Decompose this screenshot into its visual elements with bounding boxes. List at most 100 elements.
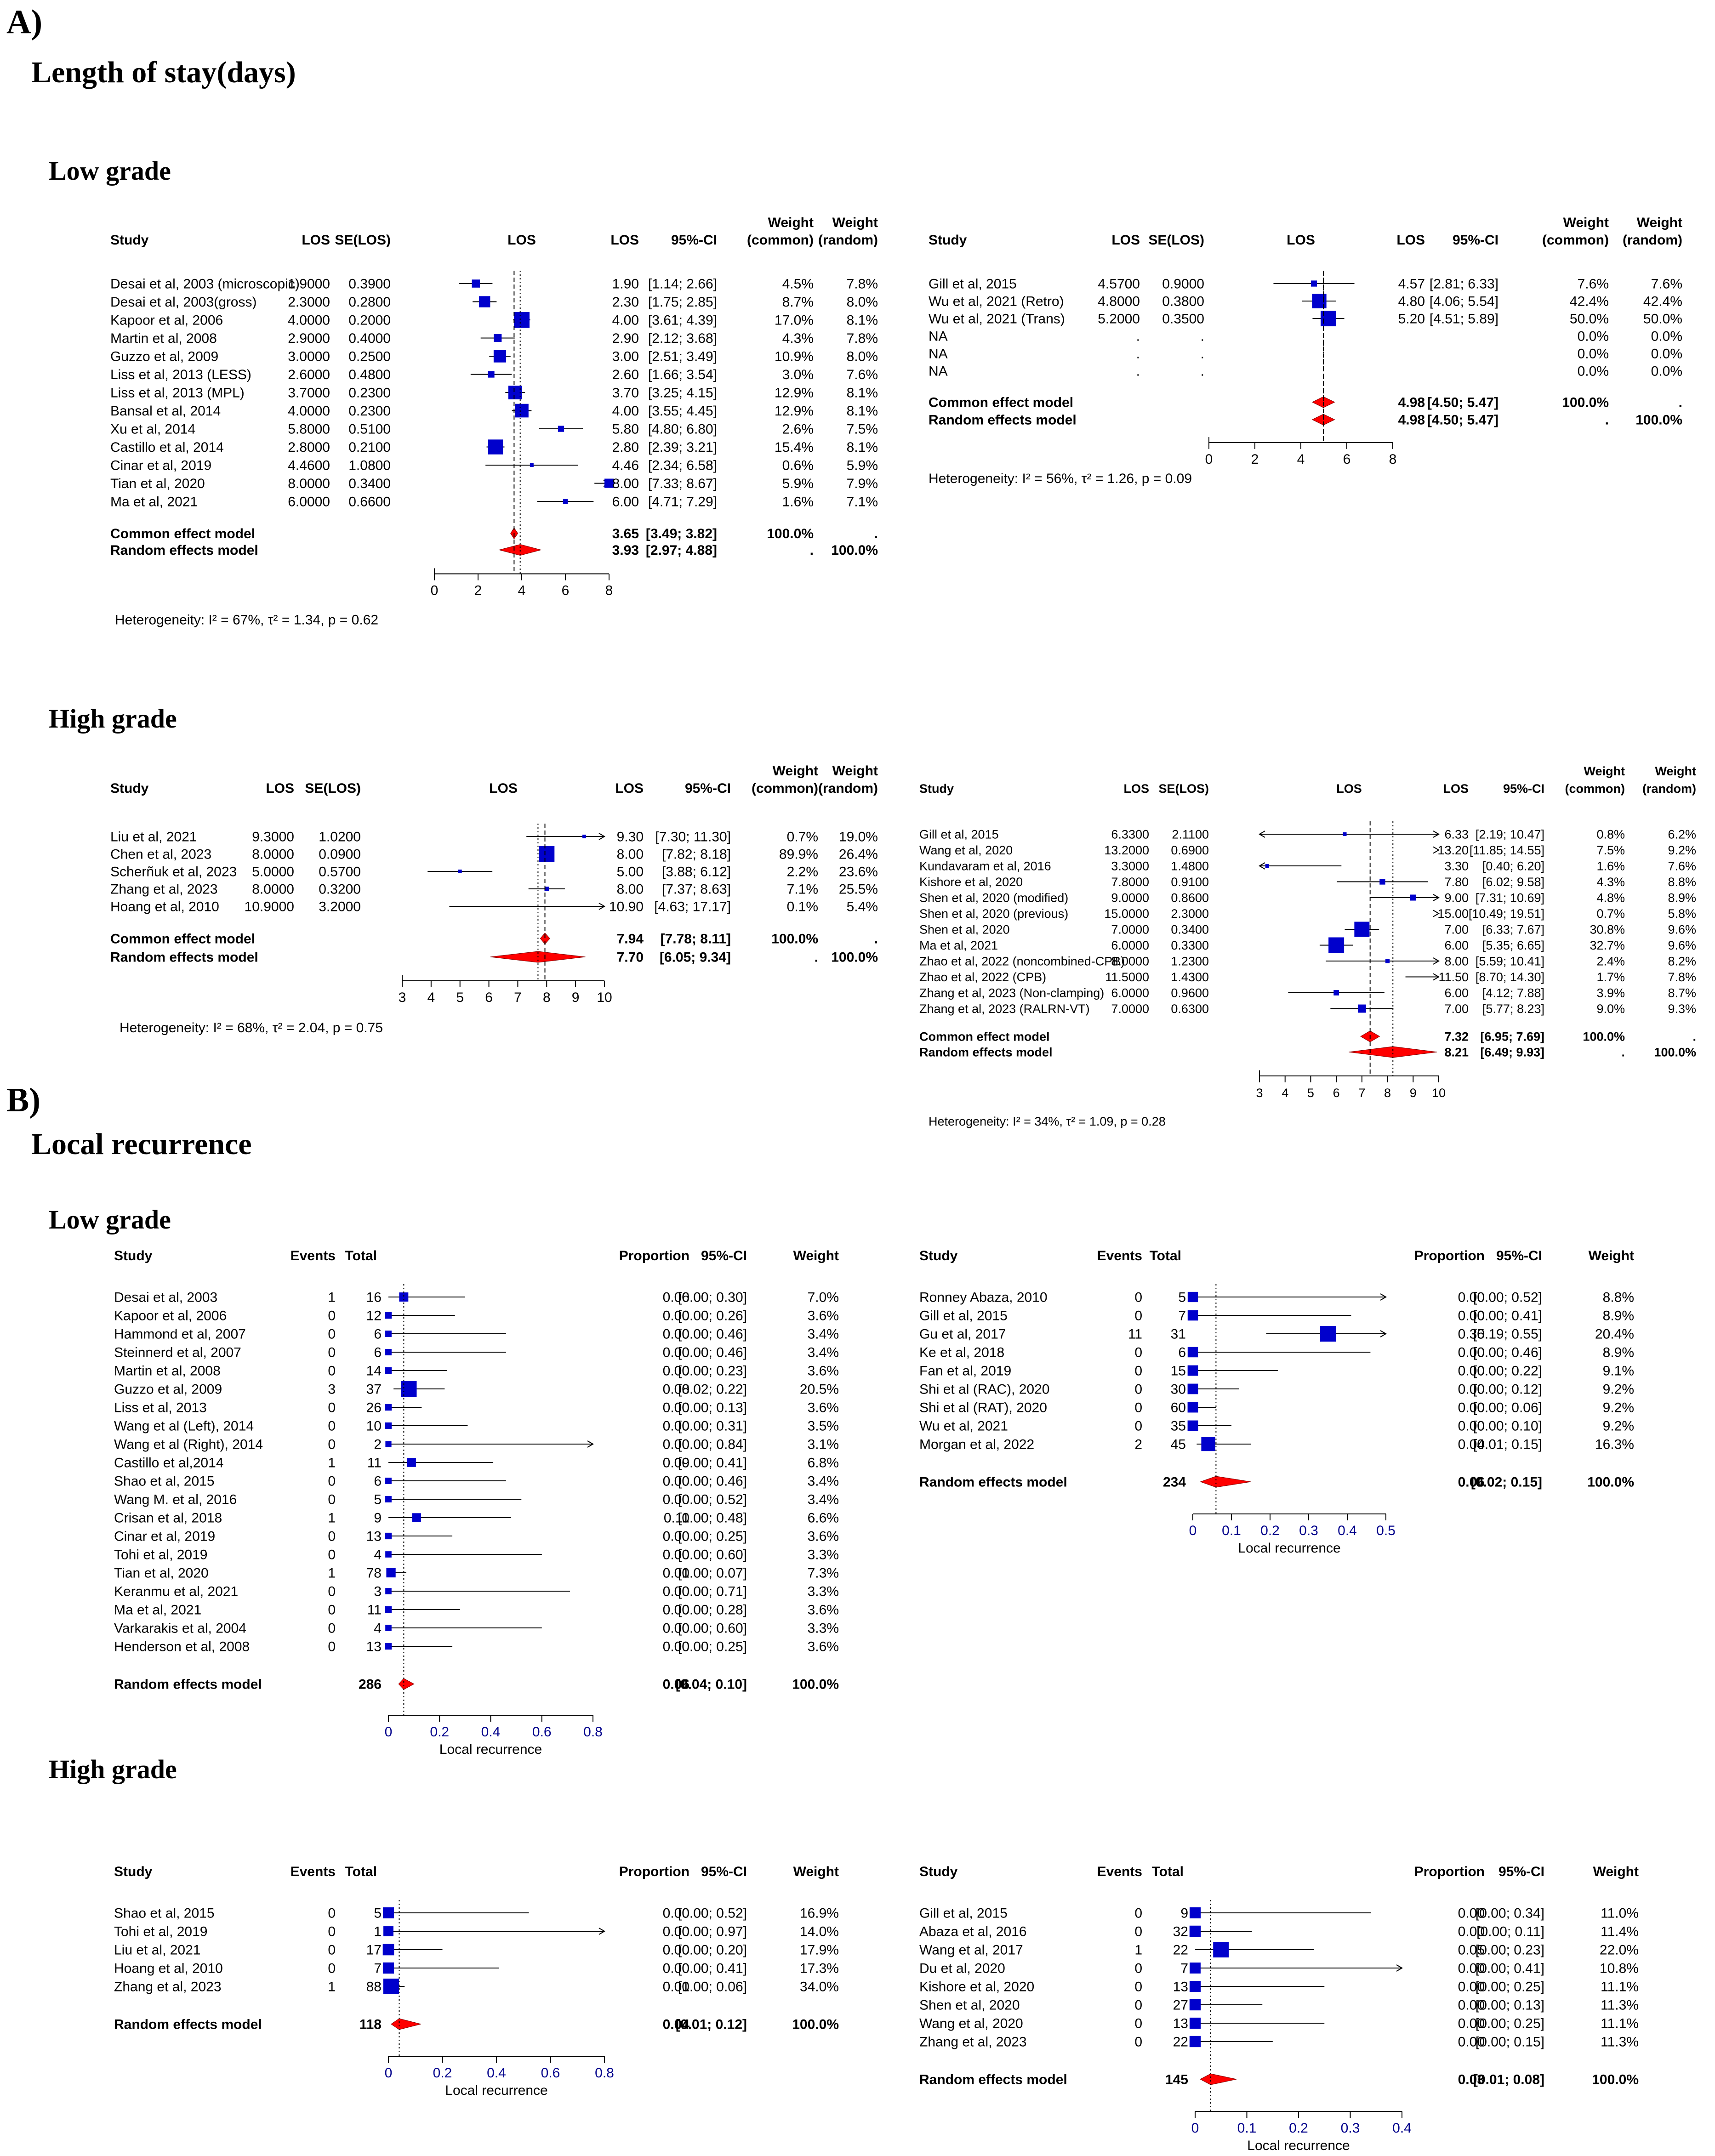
header-col2: Total <box>1152 1864 1184 1879</box>
study-weight-random: 7.9% <box>847 476 878 491</box>
model-name: Common effect model <box>929 395 1073 410</box>
study-square <box>1187 1402 1198 1413</box>
x-tick-label: 6 <box>1343 452 1351 467</box>
study-col1: 4.0000 <box>288 404 330 419</box>
header-col1: Events <box>1097 1248 1142 1263</box>
study-col2: 0.4800 <box>348 367 391 382</box>
x-axis-label: Local recurrence <box>1247 2138 1350 2153</box>
study-ci: [0.00; 0.11] <box>1476 1924 1544 1940</box>
study-name: Shao et al, 2015 <box>114 1906 215 1921</box>
model-diamond <box>498 544 542 556</box>
header-effect: Proportion <box>619 1864 689 1879</box>
study-weight-common: 89.9% <box>779 847 818 862</box>
x-tick-label: 4 <box>1297 452 1305 467</box>
study-weight: 11.4% <box>1601 1924 1639 1940</box>
study-col2: 22 <box>1173 1943 1188 1958</box>
study-square <box>488 371 495 378</box>
header-ci: 95%-CI <box>1453 233 1498 248</box>
study-effect: 0.00 <box>1458 1382 1485 1397</box>
study-ci: [0.00; 0.23] <box>678 1364 747 1379</box>
study-name: Ma et al, 2021 <box>919 939 998 952</box>
model-weight: 100.0% <box>1587 1475 1634 1490</box>
x-tick-label: 0 <box>1189 1523 1197 1538</box>
study-name: Keranmu et al, 2021 <box>114 1584 238 1599</box>
study-weight-random: 7.5% <box>847 422 878 437</box>
x-tick-label: 0.1 <box>1222 1523 1241 1538</box>
model-weight-random: . <box>1679 395 1682 410</box>
model-total: 145 <box>1165 2072 1188 2088</box>
study-ci: [2.12; 3.68] <box>648 331 717 346</box>
study-ci: [0.00; 0.28] <box>678 1603 747 1618</box>
study-col2: 7 <box>1178 1308 1186 1324</box>
study-col2: 10 <box>366 1419 382 1434</box>
study-ci: [0.00; 0.25] <box>678 1639 747 1655</box>
study-col1: 11 <box>1128 1327 1142 1342</box>
header-effect: LOS <box>1396 233 1425 248</box>
model-weight-common: 100.0% <box>767 526 814 541</box>
study-weight-random: 7.6% <box>1651 277 1682 292</box>
study-name: Zhao et al, 2022 (noncombined-CPB) <box>919 954 1125 968</box>
study-square <box>1189 2036 1201 2048</box>
study-name: Abaza et al, 2016 <box>919 1924 1027 1940</box>
study-square <box>604 478 614 488</box>
study-name: Liss et al, 2013 <box>114 1400 207 1416</box>
model-weight-random: 100.0% <box>831 543 878 558</box>
study-col2: 9 <box>374 1511 382 1526</box>
header-weight-random: Weight <box>1637 215 1682 230</box>
study-weight-random: 5.9% <box>847 458 878 473</box>
study-weight-random: 7.8% <box>847 277 878 292</box>
study-weight-common: 9.0% <box>1596 1002 1625 1016</box>
header-weight-common: Weight <box>1563 215 1609 230</box>
x-tick-label: 8 <box>1384 1086 1391 1100</box>
study-ci: [0.00; 0.06] <box>1473 1400 1542 1416</box>
study-col2: 0.3900 <box>348 277 391 292</box>
header-axis: LOS <box>1287 233 1315 248</box>
study-effect: 0.00 <box>1458 1400 1485 1416</box>
study-effect: 10.90 <box>609 899 644 915</box>
study-name: Hoang et al, 2010 <box>114 1961 223 1976</box>
study-effect: 0.01 <box>663 1566 689 1581</box>
study-effect: 8.00 <box>1444 954 1469 968</box>
study-weight-common: 4.5% <box>782 277 814 292</box>
model-diamond <box>390 2018 421 2030</box>
study-ci: [1.14; 2.66] <box>648 277 717 292</box>
study-square <box>382 1962 394 1974</box>
study-square <box>1357 1004 1366 1013</box>
study-weight-random: 7.1% <box>847 495 878 510</box>
study-ci: [1.75; 2.85] <box>648 295 717 310</box>
x-tick-label: 2 <box>474 583 482 598</box>
header-col1: Events <box>291 1248 336 1263</box>
study-ci: [0.00; 0.46] <box>1473 1345 1542 1360</box>
study-square <box>385 1551 392 1558</box>
study-ci: [0.02; 0.22] <box>678 1382 747 1397</box>
study-name: Desai et al, 2003 <box>114 1290 217 1305</box>
model-ci: [6.05; 9.34] <box>660 950 731 965</box>
study-name: Zhang et al, 2023 <box>919 2035 1027 2050</box>
study-name: Wang et al, 2020 <box>919 843 1013 857</box>
study-square <box>1189 1999 1201 2011</box>
study-col2: 2.3000 <box>1171 907 1209 921</box>
x-tick-label: 5 <box>1307 1086 1314 1100</box>
study-ci: [7.30; 11.30] <box>655 830 731 845</box>
study-effect: 0.00 <box>663 1364 689 1379</box>
study-ci: [0.00; 0.23] <box>1476 1943 1544 1958</box>
study-col1: 0 <box>1134 1290 1142 1305</box>
study-weight-random: 6.2% <box>1668 827 1696 841</box>
header-weight: Weight <box>793 1864 839 1879</box>
study-weight: 11.0% <box>1601 1906 1639 1921</box>
study-col2: 0.6300 <box>1171 1002 1209 1016</box>
study-weight-common: 42.4% <box>1570 294 1609 309</box>
study-col2: 15 <box>1171 1364 1186 1379</box>
study-col2: 0.2300 <box>348 404 391 419</box>
x-tick-label: 0.4 <box>487 2065 506 2081</box>
study-effect: 15.00 <box>1437 907 1469 921</box>
study-col2: 6 <box>374 1345 382 1360</box>
study-col2: 6 <box>374 1474 382 1489</box>
study-name: Liss et al, 2013 (MPL) <box>110 386 245 401</box>
x-tick-label: 0 <box>1191 2121 1199 2136</box>
x-tick-label: 3 <box>399 990 406 1005</box>
study-col1: 0 <box>1134 1419 1142 1434</box>
header-col2: SE(LOS) <box>1158 782 1209 796</box>
x-tick-label: 0.6 <box>541 2065 560 2081</box>
model-weight-random: 100.0% <box>831 950 878 965</box>
